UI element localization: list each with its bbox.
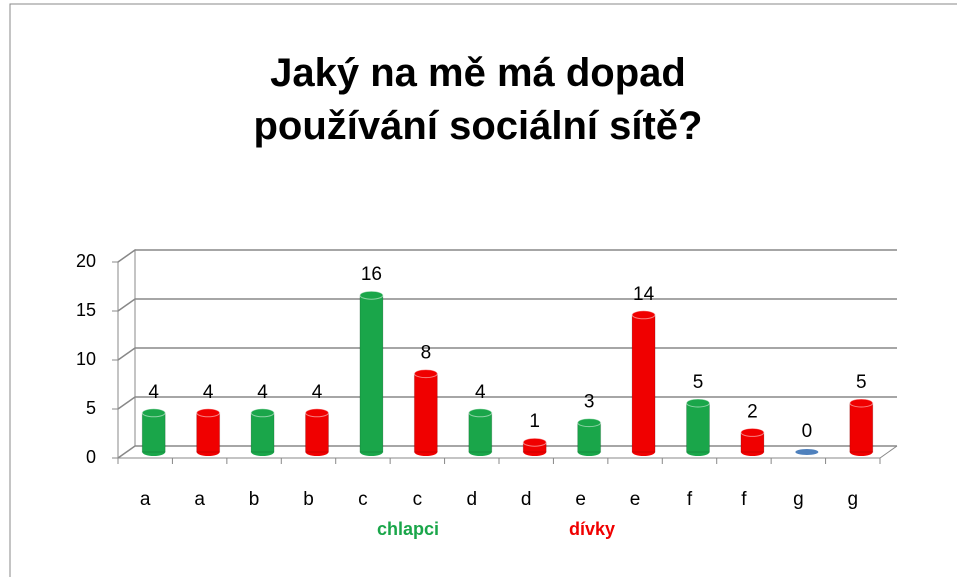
y-tick-label: 0	[86, 447, 96, 467]
value-label: 8	[421, 343, 432, 364]
bar	[305, 408, 329, 456]
bar-body	[413, 373, 438, 453]
bar	[686, 398, 710, 456]
bar	[522, 437, 547, 456]
chart-frame	[9, 3, 957, 577]
x-tick-label: c	[413, 489, 423, 510]
x-tick-label: c	[358, 489, 368, 510]
value-label: 4	[475, 382, 486, 403]
bar-body	[686, 402, 710, 453]
bar-body	[141, 412, 166, 453]
bar-top	[631, 310, 656, 320]
bar-top	[795, 449, 819, 455]
x-tick-label: a	[140, 489, 151, 510]
bar-top	[740, 427, 765, 437]
bar-body	[305, 412, 329, 453]
x-tick-label: e	[630, 489, 641, 510]
value-label: 0	[802, 421, 813, 442]
x-tick-label: b	[249, 489, 260, 510]
value-label: 4	[257, 382, 268, 403]
value-label: 3	[584, 392, 595, 413]
grid-line	[117, 249, 897, 263]
value-label: 16	[361, 264, 382, 285]
x-tick-label: d	[466, 489, 477, 510]
legend-label: chlapci	[377, 519, 439, 539]
bar-top	[413, 369, 438, 379]
bar	[795, 449, 819, 455]
legend-label: dívky	[569, 519, 615, 539]
bar-body	[250, 412, 275, 453]
bar	[359, 290, 384, 456]
y-tick-label: 20	[76, 251, 96, 271]
bar-top	[305, 408, 329, 418]
value-label: 5	[856, 372, 867, 393]
bar-top	[141, 408, 166, 418]
bar	[141, 408, 166, 456]
bar	[631, 310, 656, 456]
bar-top	[522, 437, 547, 447]
value-label: 5	[693, 372, 704, 393]
bar	[196, 408, 221, 456]
y-tick-label: 5	[86, 398, 96, 418]
bar	[577, 418, 602, 456]
value-label: 4	[148, 382, 159, 403]
y-tick-label: 15	[76, 300, 96, 320]
bar	[468, 408, 493, 456]
x-tick-label: a	[194, 489, 205, 510]
x-tick-label: e	[575, 489, 586, 510]
bar-body	[359, 294, 384, 453]
x-tick-label: g	[793, 489, 804, 510]
bar-top	[468, 408, 493, 418]
bar	[849, 398, 874, 456]
value-label: 14	[633, 284, 655, 305]
bar	[740, 427, 765, 456]
value-label: 4	[203, 382, 214, 403]
x-tick-label: f	[687, 489, 693, 510]
bar-top	[196, 408, 221, 418]
bar	[250, 408, 275, 456]
value-label: 2	[747, 401, 758, 422]
x-tick-label: f	[741, 489, 747, 510]
bar-body	[849, 402, 874, 453]
chart-title: Jaký na mě má dopad používání sociální sí…	[254, 51, 703, 148]
bar	[413, 369, 438, 456]
x-tick-label: d	[521, 489, 532, 510]
bar-body	[631, 314, 656, 453]
x-tick-label: g	[847, 489, 858, 510]
y-tick-label: 10	[76, 349, 96, 369]
bar-top	[577, 418, 602, 428]
value-label: 1	[529, 411, 540, 432]
grid-line	[117, 298, 897, 312]
bar-top	[686, 398, 710, 408]
bar-top	[250, 408, 275, 418]
bar-top	[849, 398, 874, 408]
x-tick-label: b	[303, 489, 314, 510]
bar-body	[196, 412, 221, 453]
bar-top	[359, 290, 384, 300]
bar-body	[468, 412, 493, 453]
value-label: 4	[312, 382, 323, 403]
